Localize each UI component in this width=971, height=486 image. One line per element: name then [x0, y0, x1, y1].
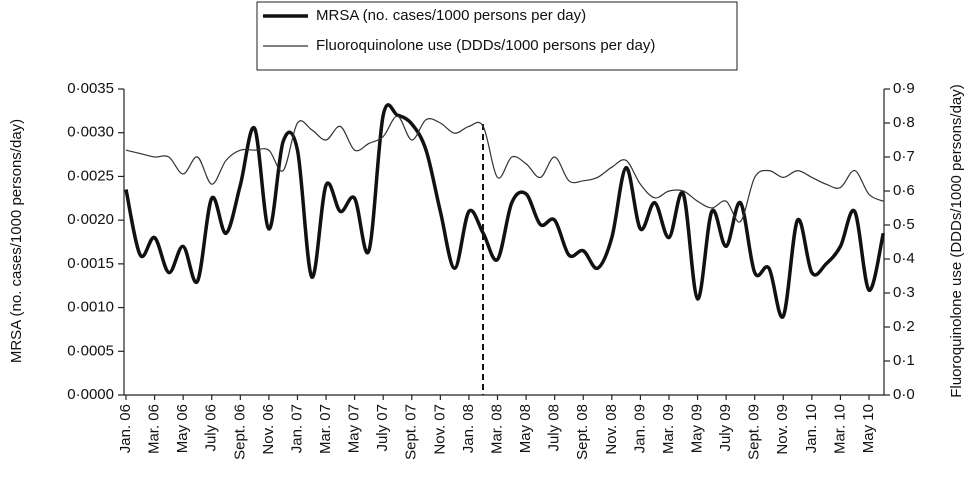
- x-tick-label: May 07: [346, 404, 363, 453]
- y2-tick-label: 0·7: [893, 148, 915, 165]
- y-tick-label: 0·0000: [67, 386, 114, 403]
- y2-tick-label: 0·9: [893, 80, 915, 97]
- x-tick-label: May 06: [174, 404, 191, 453]
- y2-tick-label: 0·6: [893, 182, 915, 199]
- x-tick-label: May 08: [517, 404, 534, 453]
- x-tick-label: Jan. 08: [460, 404, 477, 453]
- x-tick-label: May 10: [860, 404, 877, 453]
- y2-tick-label: 0·3: [893, 284, 915, 301]
- y-tick-label: 0·0030: [67, 124, 114, 141]
- x-tick-label: Jan. 09: [631, 404, 648, 453]
- y-tick-label: 0·0005: [67, 342, 114, 359]
- x-tick-label: July 08: [546, 404, 563, 452]
- legend-label: Fluoroquinolone use (DDDs/1000 persons p…: [316, 37, 655, 54]
- x-tick-label: Mar. 06: [146, 404, 163, 454]
- x-tick-label: Nov. 06: [260, 404, 277, 455]
- y2-tick-label: 0·0: [893, 386, 915, 403]
- y2-tick-label: 0·1: [893, 352, 915, 369]
- y2-tick-label: 0·2: [893, 318, 915, 335]
- y-tick-label: 0·0015: [67, 255, 114, 272]
- x-tick-label: Jan. 10: [803, 404, 820, 453]
- x-tick-label: Mar. 07: [317, 404, 334, 454]
- x-tick-label: Nov. 08: [603, 404, 620, 455]
- y-tick-label: 0·0010: [67, 299, 114, 316]
- x-tick-label: Jan. 06: [117, 404, 134, 453]
- series-line: [124, 103, 885, 319]
- x-tick-label: Sept. 09: [746, 404, 763, 460]
- x-tick-label: Sept. 07: [403, 404, 420, 460]
- x-tick-label: Mar. 09: [660, 404, 677, 454]
- y-tick-label: 0·0035: [67, 80, 114, 97]
- x-tick-label: Nov. 09: [774, 404, 791, 455]
- y2-axis-label: Fluoroquinolone use (DDDs/1000 persons/d…: [948, 84, 965, 398]
- series-line: [125, 115, 884, 223]
- legend-label: MRSA (no. cases/1000 persons per day): [316, 7, 586, 24]
- y-tick-label: 0·0020: [67, 211, 114, 228]
- x-tick-label: Jan. 07: [288, 404, 305, 453]
- y2-tick-label: 0·4: [893, 250, 915, 267]
- y-axis-label: MRSA (no. cases/1000 persons/day): [8, 119, 25, 363]
- x-tick-label: Mar. 08: [488, 404, 505, 454]
- x-tick-label: Nov. 07: [431, 404, 448, 455]
- y2-tick-label: 0·8: [893, 114, 915, 131]
- x-tick-label: July 09: [717, 404, 734, 452]
- x-tick-label: July 07: [374, 404, 391, 452]
- y2-tick-label: 0·5: [893, 216, 915, 233]
- x-tick-label: Mar. 10: [831, 404, 848, 454]
- x-tick-label: July 06: [203, 404, 220, 452]
- x-tick-label: Sept. 08: [574, 404, 591, 460]
- legend-box: [256, 1, 738, 71]
- y-tick-label: 0·0025: [67, 167, 114, 184]
- x-tick-label: May 09: [689, 404, 706, 453]
- x-tick-label: Sept. 06: [231, 404, 248, 460]
